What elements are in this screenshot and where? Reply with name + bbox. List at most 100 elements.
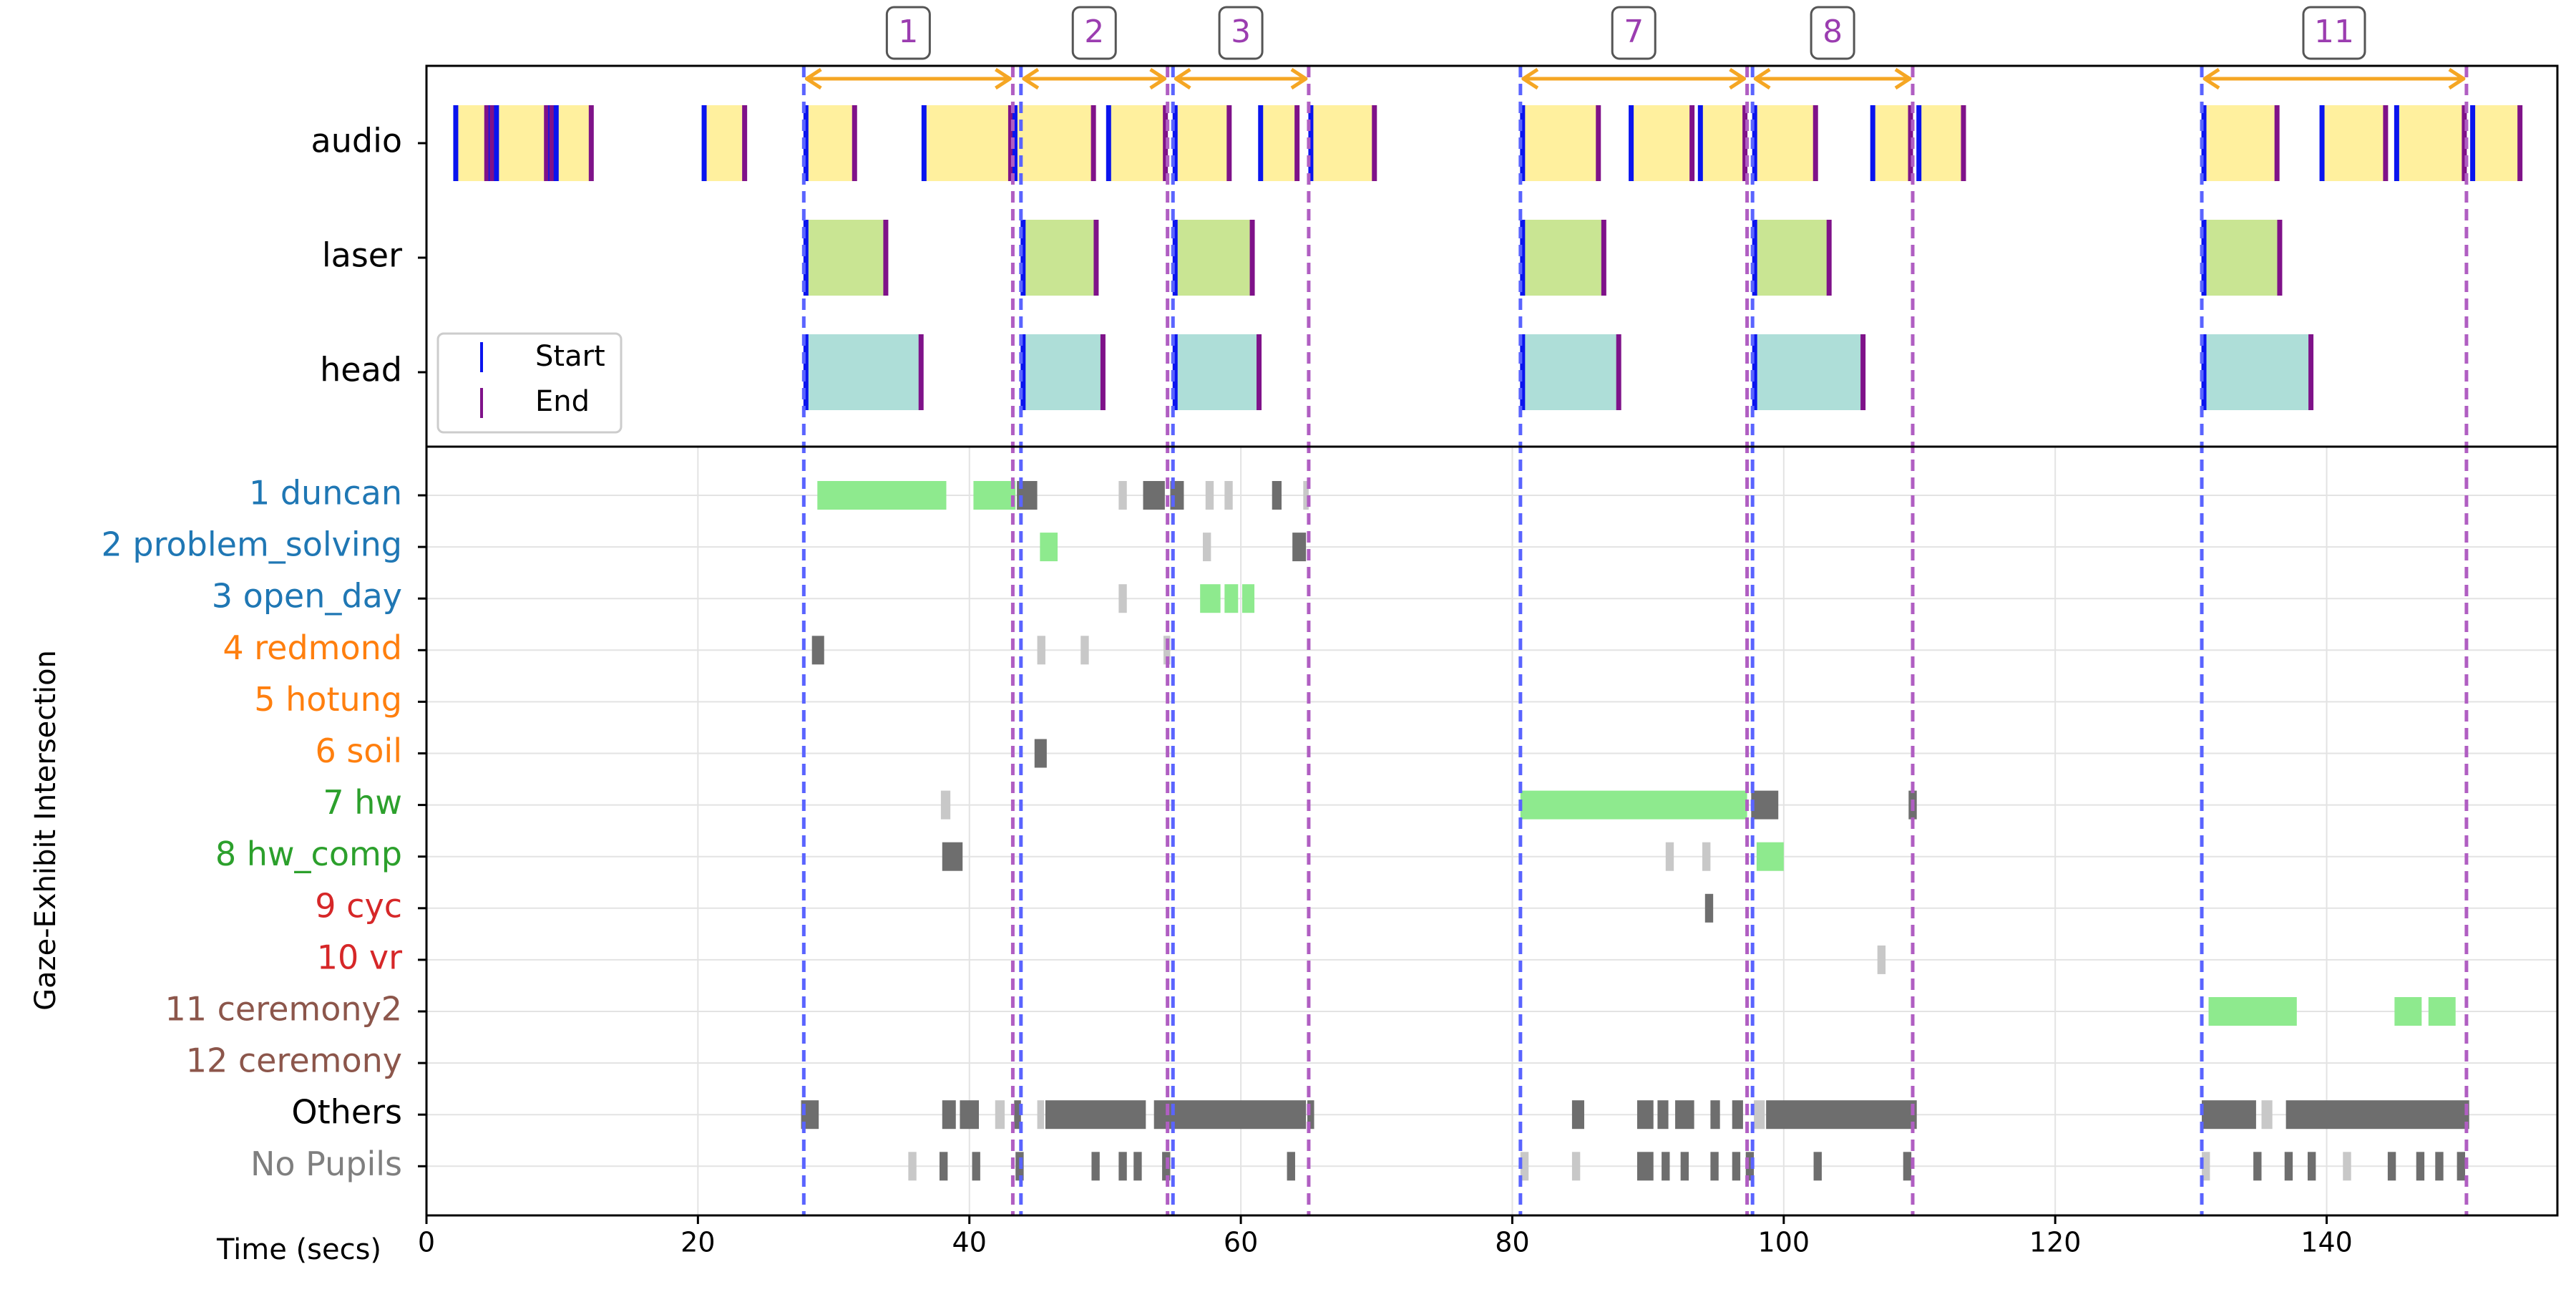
gaze-segment-dark [1287,1152,1295,1181]
gaze-segment-light [1520,1152,1529,1181]
audio-segment [1752,105,1818,181]
bottom-panel-frame [425,445,2559,1217]
span-label-box [1218,6,1264,60]
gaze-row-label: 2 problem_solving [102,525,402,564]
span-label-box [1071,6,1117,60]
gaze-segment-dark [1732,1100,1743,1130]
x-tick-label: 140 [2301,1227,2353,1258]
gaze-segment-light [1877,945,1886,974]
gaze-segment-dark [1091,1152,1100,1181]
gaze-segment-dark [1133,1152,1142,1181]
top-row-label: head [320,351,402,389]
x-tick-label: 120 [2029,1227,2082,1258]
gaze-segment-light [995,1100,1005,1130]
gaze-row-label: 11 ceremony2 [165,990,402,1029]
gaze-segment-dark [942,1100,956,1130]
gaze-row-label: 6 soil [315,732,402,770]
gaze-row-label: 3 open_day [212,577,402,616]
labels-layer: Time (secs) Gaze-Exhibit Intersection 0 2… [29,122,2353,1267]
gaze-row-label: 9 cyc [315,886,402,925]
legend-start-label: Start [535,340,605,373]
gaze-segment-dark [1014,1100,1021,1130]
gaze-segment-dark [1662,1152,1670,1181]
audio-segment [1870,105,1913,181]
span-arrow-head-left [1022,67,1040,90]
laser-segment [2202,220,2282,296]
span-arrow-head-right [1894,67,1912,90]
span-arrow-head-left [1521,67,1539,90]
audio-segment [1258,105,1299,181]
audio-segment [1520,105,1601,181]
head-segment [1173,334,1262,410]
audio-segment [1916,105,1966,181]
laser-segment [804,220,888,296]
span-arrows-layer: 1 2 3 7 8 11 [804,6,2466,90]
audio-segment [1698,105,1747,181]
gaze-segment-dark [960,1100,980,1130]
gaze-segment-light [1224,481,1233,510]
gaze-segment-dark [2284,1152,2293,1181]
head-segment [1520,334,1621,410]
gaze-segment-light [2202,1152,2210,1181]
head-segment [2202,334,2313,410]
gaze-segment-dark [1118,1152,1127,1181]
gaze-segment-light [1037,1100,1045,1130]
gaze-segment-dark [1636,1152,1654,1181]
x-tick-label: 20 [680,1227,715,1258]
gaze-segment-dark [972,1152,980,1181]
span-arrow-head-left [1174,67,1191,90]
span-arrow-head-right [995,67,1012,90]
top-row-label: audio [311,122,402,160]
gaze-segment-hit [1241,584,1255,613]
gaze-segment-light [940,790,951,820]
gaze-segment-dark [2457,1152,2466,1181]
head-segment [1752,334,1865,410]
gaze-row-label: 10 vr [317,938,402,976]
gaze-segment-dark [1675,1100,1694,1130]
gaze-segment-hit [817,481,947,510]
grid-layer [426,447,2557,1215]
legend: Start End [436,332,623,434]
gaze-segment-dark [1751,790,1779,820]
gaze-segment-dark [2202,1100,2256,1130]
gaze-row-label: Others [291,1093,402,1132]
gaze-segment-dark [2285,1100,2469,1130]
span-arrow-head-right [1290,67,1308,90]
span-label-box [2302,6,2366,60]
span-label: 8 [1823,14,1843,50]
gaze-row-label: 1 duncan [249,474,402,513]
gaze-segment-dark [942,842,963,871]
gaze-segment-dark [1272,481,1282,510]
gaze-segment-dark [1680,1152,1689,1181]
audio-segment [2202,105,2280,181]
gaze-segment-dark [1636,1100,1654,1130]
span-label-box [885,6,931,60]
gaze-segment-dark [2307,1152,2316,1181]
bars-layer [453,105,2523,1181]
audio-segment [494,105,549,181]
axes-frame-layer [425,64,2559,1217]
gaze-segment-dark [1710,1100,1720,1130]
gaze-segment-light [1037,636,1045,665]
x-tick-label: 100 [1758,1227,1810,1258]
gaze-segment-hit [2394,997,2422,1026]
gaze-segment-hit [2208,997,2297,1026]
gaze-segment-hit [1756,842,1784,871]
audio-segment [1173,105,1231,181]
x-tick-label: 40 [952,1227,987,1258]
x-tick-label: 0 [418,1227,435,1258]
legend-end-label: End [535,385,590,418]
head-segment [804,334,924,410]
gaze-segment-dark [811,636,824,665]
gaze-segment-light [2261,1100,2273,1130]
gaze-segment-dark [1292,533,1307,562]
span-label-box [1611,6,1657,60]
gaze-segment-hit [1200,584,1221,613]
span-arrow-head-left [804,67,822,90]
gaze-segment-hit [1520,790,1747,820]
x-axis-title: Time (secs) [216,1233,381,1266]
gaze-row-label: 8 hw_comp [215,835,402,873]
gaze-segment-dark [939,1152,948,1181]
span-label: 1 [898,14,918,50]
